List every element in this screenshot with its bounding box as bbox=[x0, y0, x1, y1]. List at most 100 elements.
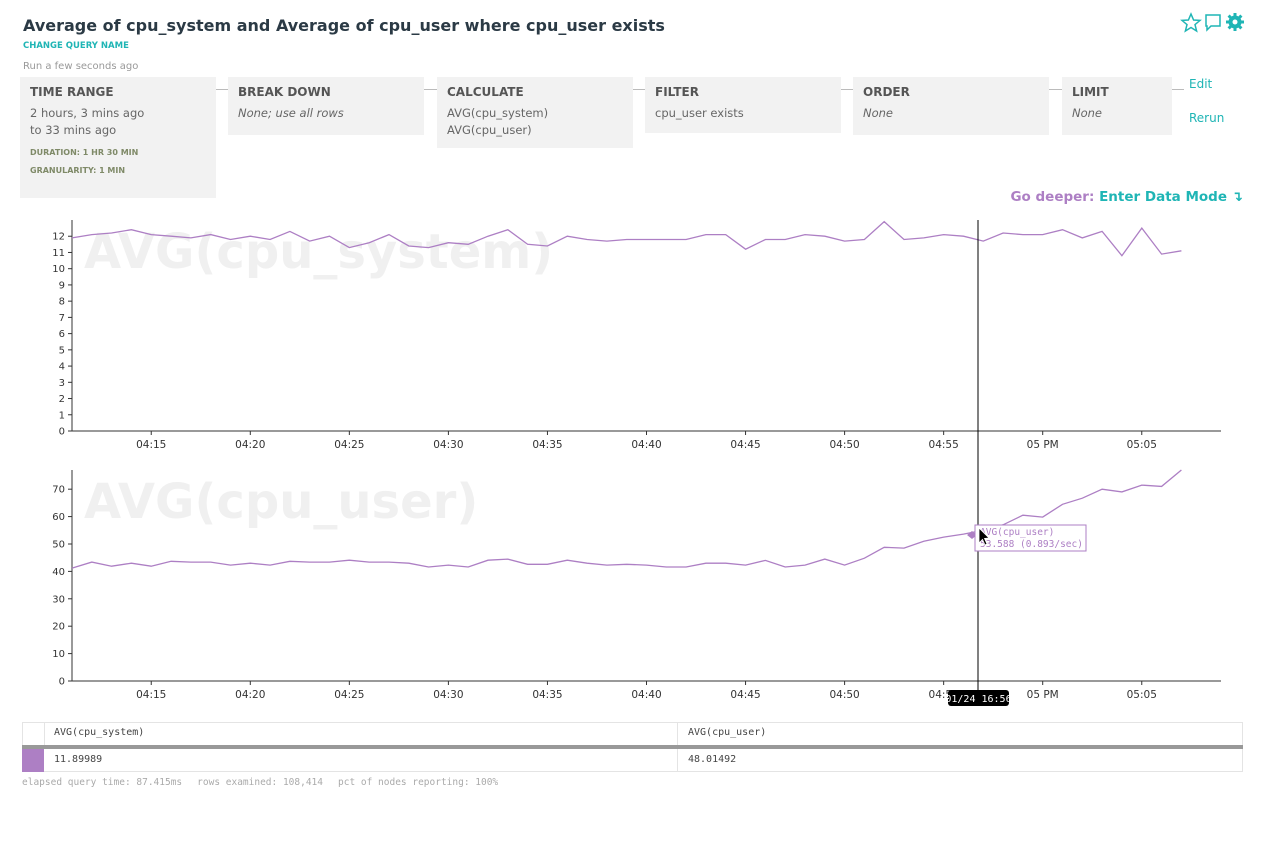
x-tick-label: 05 PM bbox=[1027, 689, 1059, 701]
run-status: Run a few seconds ago bbox=[23, 61, 139, 72]
panel-title: TIME RANGE bbox=[30, 85, 114, 99]
panel-line: cpu_user exists bbox=[655, 106, 744, 120]
row-swatch bbox=[22, 749, 44, 772]
crosshair-label: 01/24 16:56 bbox=[945, 694, 1011, 705]
header-rule bbox=[22, 745, 1243, 749]
panel-note: GRANULARITY: 1 MIN bbox=[30, 166, 126, 175]
query-panel: TIME RANGE 2 hours, 3 mins ago to 33 mins … bbox=[20, 77, 216, 198]
x-tick-label: 04:55 bbox=[929, 439, 959, 451]
y-tick-label: 4 bbox=[59, 362, 65, 373]
y-tick-label: 0 bbox=[59, 677, 65, 688]
panel-connector bbox=[424, 89, 437, 90]
x-tick-label: 05:05 bbox=[1127, 689, 1157, 701]
chart-watermark: AVG(cpu_user) bbox=[84, 474, 478, 530]
panel-connector bbox=[841, 89, 853, 90]
y-tick-label: 70 bbox=[52, 485, 65, 496]
x-tick-label: 04:45 bbox=[730, 689, 760, 701]
go-deeper: Go deeper: Enter Data Mode ↴ bbox=[1010, 189, 1243, 205]
x-tick-label: 04:15 bbox=[136, 689, 166, 701]
panel-line: None bbox=[1072, 106, 1103, 120]
query-panel: BREAK DOWN None; use all rows bbox=[228, 77, 424, 135]
panel-note: DURATION: 1 HR 30 MIN bbox=[30, 148, 139, 157]
y-tick-label: 5 bbox=[59, 345, 65, 356]
data-mode-link[interactable]: Enter Data Mode ↴ bbox=[1099, 189, 1243, 205]
x-tick-label: 04:30 bbox=[433, 689, 463, 701]
panel-line: to 33 mins ago bbox=[30, 123, 117, 137]
tooltip-series: AVG(cpu_user) bbox=[980, 527, 1054, 538]
x-tick-label: 04:20 bbox=[235, 439, 265, 451]
x-tick-label: 04:35 bbox=[532, 439, 562, 451]
x-tick-label: 04:25 bbox=[334, 439, 364, 451]
panel-line: AVG(cpu_system) bbox=[447, 106, 549, 120]
x-tick-label: 04:40 bbox=[631, 439, 661, 451]
x-tick-label: 05:05 bbox=[1127, 439, 1157, 451]
query-panel: FILTER cpu_user exists bbox=[645, 77, 841, 133]
y-tick-label: 9 bbox=[59, 280, 65, 291]
x-tick-label: 04:50 bbox=[829, 689, 859, 701]
rename-link[interactable]: CHANGE QUERY NAME bbox=[23, 41, 129, 51]
header-divider bbox=[44, 722, 45, 745]
stat: elapsed query time: 87.415ms bbox=[22, 777, 183, 788]
stat: rows examined: 108,414 bbox=[197, 777, 323, 788]
panel-line: AVG(cpu_user) bbox=[447, 123, 532, 137]
panel-connector bbox=[633, 89, 645, 90]
y-tick-label: 6 bbox=[59, 329, 65, 340]
tooltip-box bbox=[974, 524, 1087, 552]
tooltip-value: 53.588 (0.893/sec) bbox=[980, 539, 1083, 550]
panel-connector bbox=[216, 89, 228, 90]
x-tick-label: 04:35 bbox=[532, 689, 562, 701]
x-tick-label: 04:50 bbox=[829, 439, 859, 451]
table-cell: 11.89989 bbox=[54, 754, 103, 765]
y-tick-label: 30 bbox=[52, 594, 65, 605]
rerun-link[interactable]: Rerun bbox=[1189, 111, 1225, 125]
y-tick-label: 10 bbox=[52, 649, 65, 660]
comment-icon[interactable] bbox=[1205, 14, 1221, 32]
y-tick-label: 1 bbox=[59, 410, 65, 421]
panel-title: ORDER bbox=[863, 85, 910, 99]
query-stats: elapsed query time: 87.415ms rows examine… bbox=[22, 777, 498, 788]
series-line bbox=[71, 220, 1182, 257]
column-header: AVG(cpu_system) bbox=[54, 727, 145, 738]
stat: pct of nodes reporting: 100% bbox=[338, 777, 499, 788]
x-tick-label: 05 PM bbox=[1027, 439, 1059, 451]
y-tick-label: 3 bbox=[59, 378, 65, 389]
toolbar-icons bbox=[1180, 12, 1244, 33]
panel-title: BREAK DOWN bbox=[238, 85, 331, 99]
table-cell: 48.01492 bbox=[677, 749, 1243, 772]
y-tick-label: 12 bbox=[52, 232, 65, 243]
chart-watermark: AVG(cpu_system) bbox=[84, 224, 553, 280]
y-tick-label: 7 bbox=[59, 313, 65, 324]
panel-line: None; use all rows bbox=[238, 106, 344, 120]
query-panel: LIMIT None bbox=[1062, 77, 1172, 135]
query-title: Average of cpu_system and Average of cpu… bbox=[23, 16, 665, 35]
y-tick-label: 50 bbox=[52, 539, 65, 550]
edit-link[interactable]: Edit bbox=[1189, 77, 1213, 91]
column-header: AVG(cpu_user) bbox=[677, 722, 1243, 745]
panel-line: 2 hours, 3 mins ago bbox=[30, 106, 145, 120]
go-deeper-label: Go deeper: bbox=[1010, 189, 1095, 205]
x-tick-label: 04:25 bbox=[334, 689, 364, 701]
star-icon[interactable] bbox=[1180, 12, 1202, 33]
x-tick-label: 04:20 bbox=[235, 689, 265, 701]
x-tick-label: 04:15 bbox=[136, 439, 166, 451]
settings-icon[interactable] bbox=[1226, 13, 1244, 31]
y-tick-label: 20 bbox=[52, 622, 65, 633]
y-tick-label: 60 bbox=[52, 512, 65, 523]
panel-connector bbox=[1172, 89, 1184, 90]
x-tick-label: 04:30 bbox=[433, 439, 463, 451]
panel-title: LIMIT bbox=[1072, 85, 1109, 99]
y-tick-label: 2 bbox=[59, 394, 65, 405]
y-tick-label: 10 bbox=[52, 264, 65, 275]
mouse-cursor bbox=[978, 527, 990, 546]
y-tick-label: 8 bbox=[59, 297, 65, 308]
x-tick-label: 04:40 bbox=[631, 689, 661, 701]
panel-title: CALCULATE bbox=[447, 85, 524, 99]
panel-connector bbox=[1049, 89, 1062, 90]
panel-line: None bbox=[863, 106, 894, 120]
query-panel: CALCULATE AVG(cpu_system) AVG(cpu_user) bbox=[437, 77, 633, 148]
crosshair-label-bg bbox=[948, 690, 1009, 706]
query-panel: ORDER None bbox=[853, 77, 1049, 135]
